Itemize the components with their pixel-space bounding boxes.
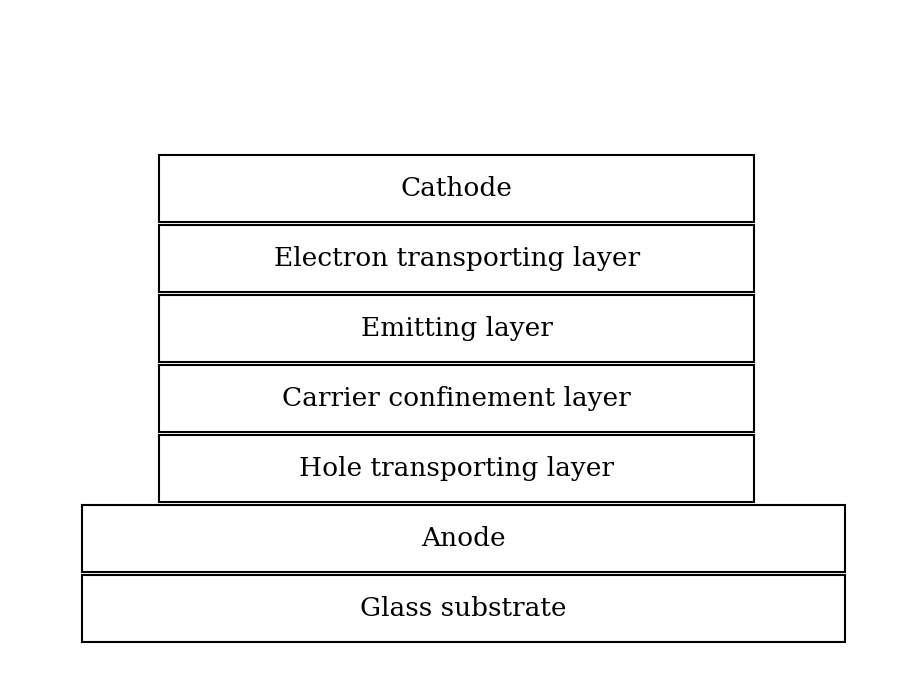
Bar [82,575,845,642]
Text: Cathode: Cathode [401,176,513,201]
Bar [159,225,754,292]
Text: Hole transporting layer: Hole transporting layer [299,456,614,481]
Text: Emitting layer: Emitting layer [361,316,553,341]
Text: Electron transporting layer: Electron transporting layer [274,246,640,271]
Text: Anode: Anode [421,526,506,551]
Bar [82,505,845,572]
Text: Glass substrate: Glass substrate [360,596,567,621]
Text: Carrier confinement layer: Carrier confinement layer [283,386,631,411]
Bar [159,155,754,222]
Bar [159,295,754,362]
Bar [159,365,754,432]
Bar [159,435,754,502]
